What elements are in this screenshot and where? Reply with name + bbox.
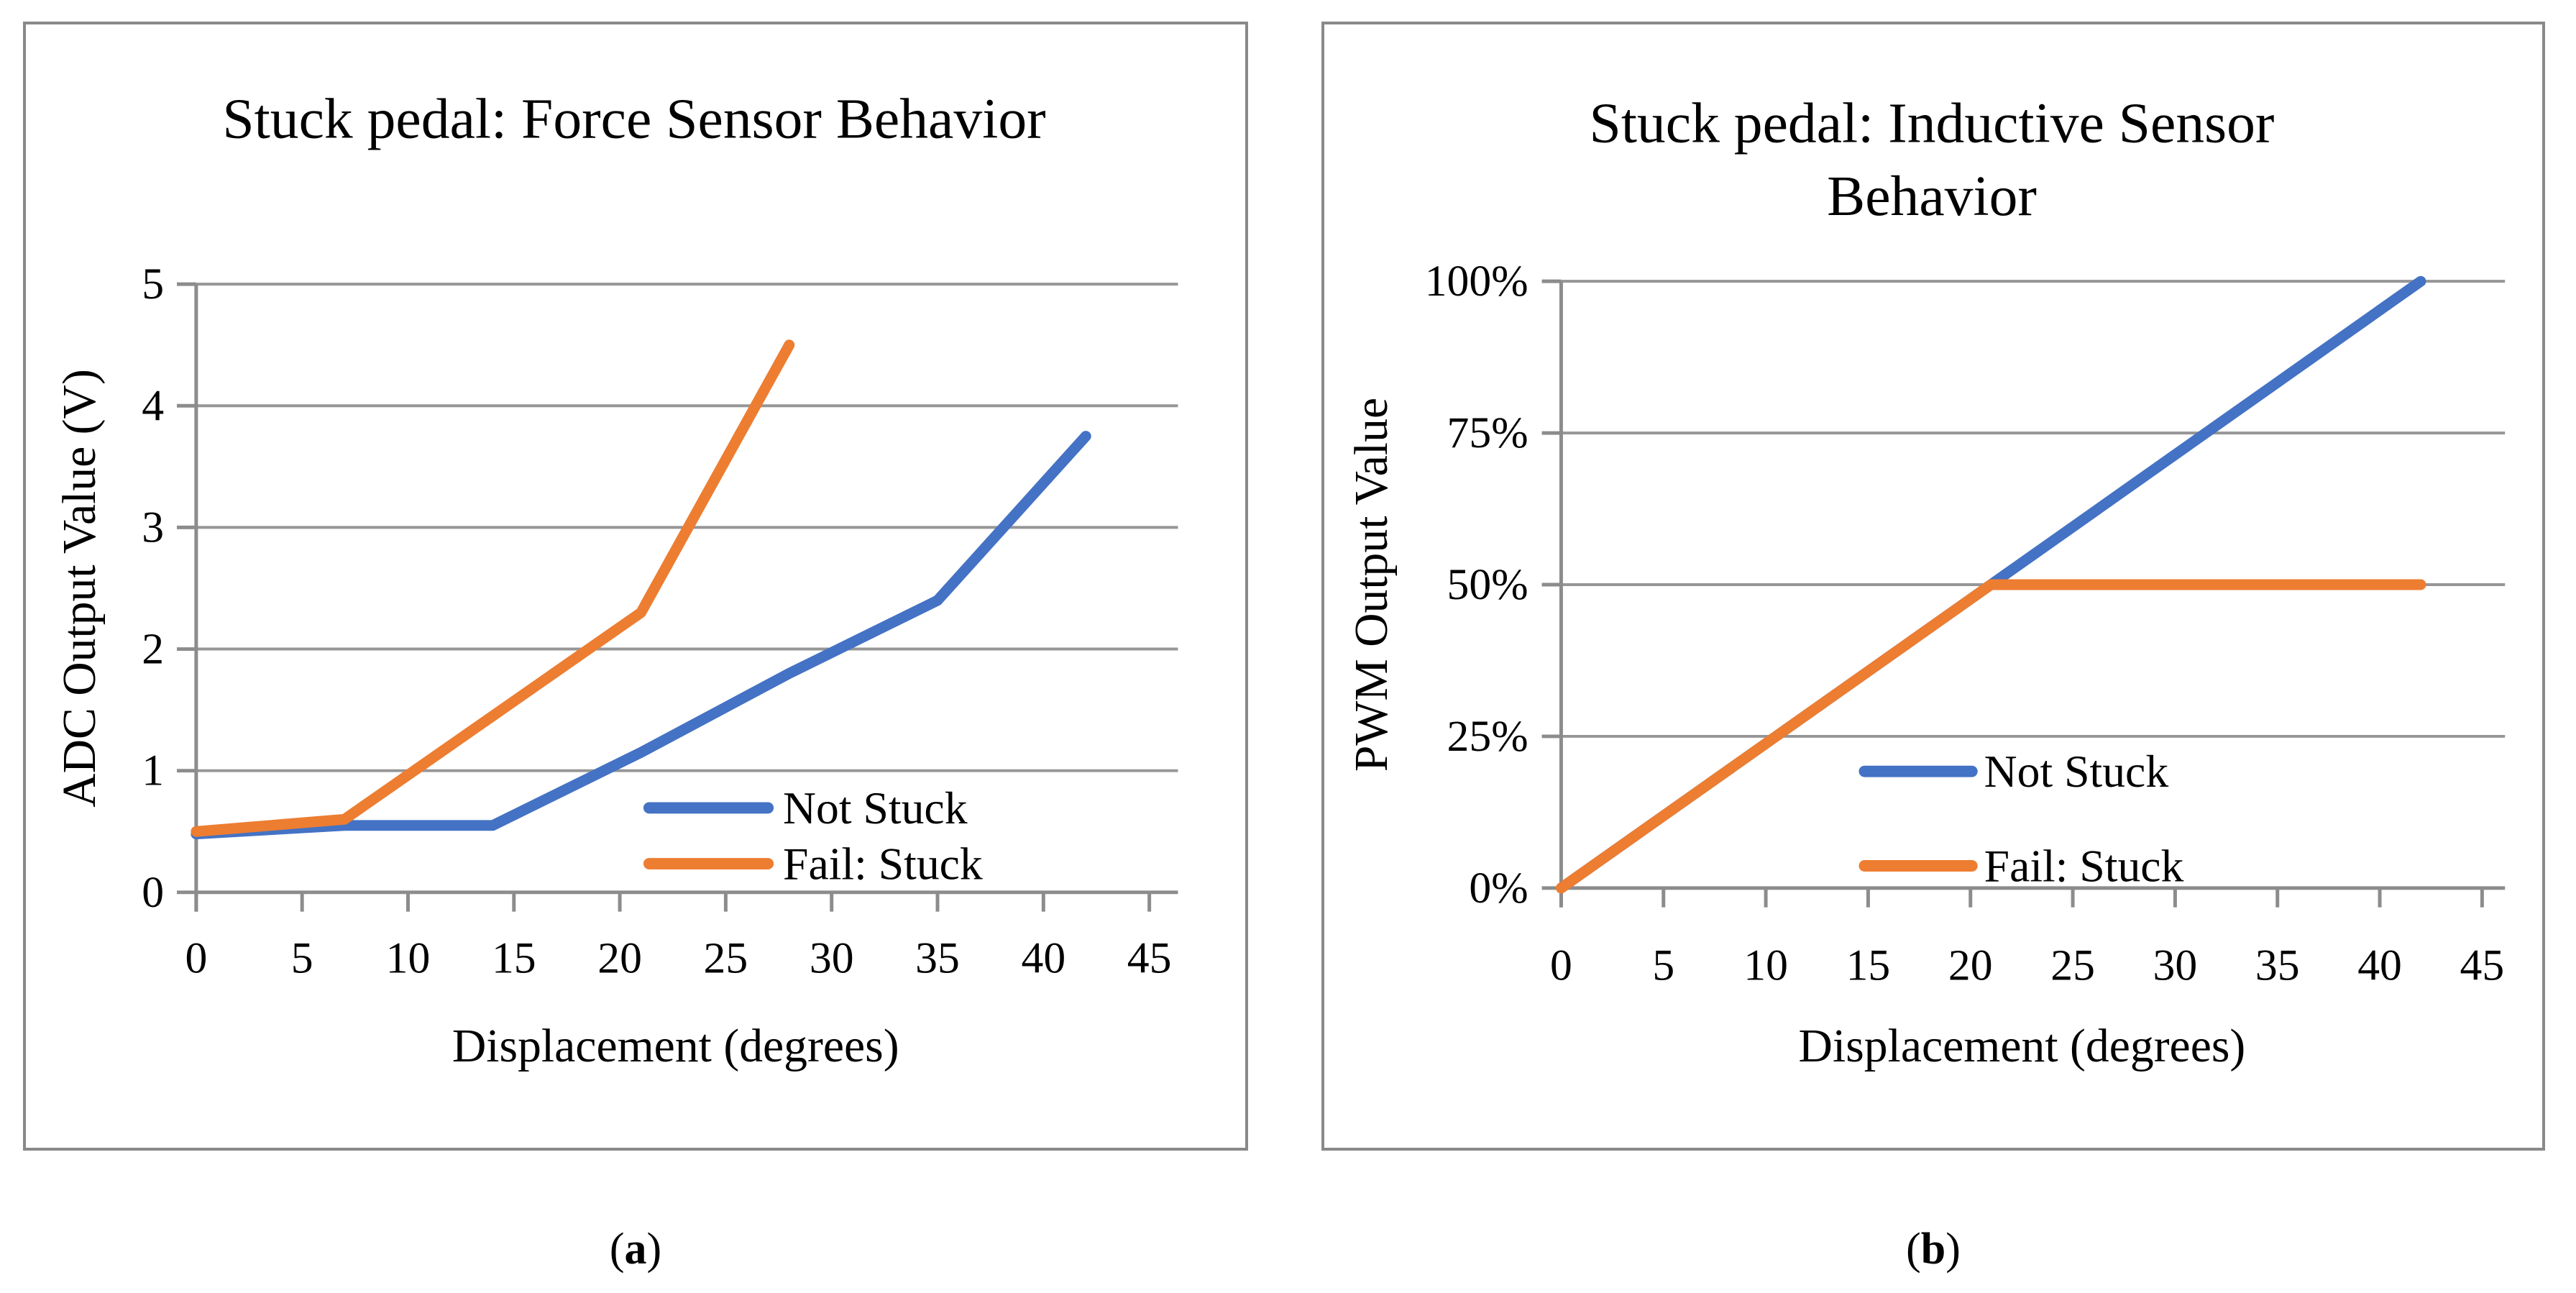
chart-title: Stuck pedal: Inductive Sensor: [1590, 91, 2275, 155]
caption-a: (a): [23, 1217, 1248, 1281]
y-tick-label: 100%: [1425, 257, 1528, 306]
chart-panel-a: 0 1 2 3 4 5 0 5 10 15 20 25 30 35 40 45 Not Stuck Fail: S…: [23, 22, 1248, 1151]
y-tick-label: 75%: [1447, 408, 1528, 457]
chart-title: Behavior: [1827, 165, 2037, 228]
x-tick-label: 10: [1743, 941, 1788, 990]
series-line-fail-stuck: [191, 339, 795, 837]
x-tick-label: 25: [2050, 941, 2095, 990]
x-tick-label: 5: [1652, 941, 1674, 990]
x-tick-label: 10: [386, 933, 431, 982]
x-tick-label: 15: [1846, 941, 1891, 990]
y-tick-label: 2: [142, 625, 164, 674]
series-line-not-stuck: [191, 431, 1091, 840]
caption-a-open-paren: (: [609, 1225, 625, 1274]
x-tick-label: 30: [810, 933, 854, 982]
caption-b-letter: b: [1920, 1225, 1946, 1274]
x-tick-label: 45: [2460, 941, 2505, 990]
x-tick-label: 25: [704, 933, 748, 982]
y-tick-label: 3: [142, 503, 164, 552]
x-axis-title: Displacement (degrees): [1799, 1020, 2246, 1072]
x-tick-label: 30: [2153, 941, 2198, 990]
chart-title: Stuck pedal: Force Sensor Behavior: [222, 87, 1045, 150]
caption-b-close-paren: ): [1945, 1225, 1961, 1274]
y-tick-label: 25%: [1447, 712, 1528, 761]
y-axis-title: PWM Output Value: [1345, 398, 1398, 772]
x-tick-label: 0: [185, 933, 207, 982]
x-tick-label: 40: [2357, 941, 2402, 990]
chart-b-svg: 0% 25% 50% 75% 100% 0 5 10 15 20 25 30 35 40 45 Not Stu…: [1345, 91, 2506, 1072]
x-tick-label: 15: [492, 933, 536, 982]
legend-label-fail-stuck: Fail: Stuck: [783, 839, 983, 890]
caption-a-close-paren: ): [646, 1225, 662, 1274]
x-tick-label: 20: [597, 933, 642, 982]
x-tick-label: 0: [1550, 941, 1572, 990]
y-tick-label: 0: [142, 868, 164, 917]
y-tick-label: 50%: [1447, 560, 1528, 609]
legend-label-fail-stuck: Fail: Stuck: [1984, 841, 2184, 892]
x-tick-label: 5: [291, 933, 313, 982]
y-tick-label: 4: [142, 381, 164, 430]
x-axis-title: Displacement (degrees): [452, 1020, 899, 1072]
y-tick-label: 5: [142, 260, 164, 309]
legend-label-not-stuck: Not Stuck: [1984, 746, 2169, 797]
x-tick-label: 35: [2255, 941, 2300, 990]
caption-b: (b): [1321, 1217, 2545, 1281]
y-axis-title: ADC Output Value (V): [53, 369, 106, 808]
x-tick-label: 20: [1948, 941, 1993, 990]
series-line-fail-stuck: [1555, 579, 2426, 894]
x-tick-label: 35: [915, 933, 960, 982]
caption-a-letter: a: [624, 1225, 647, 1274]
x-tick-label: 40: [1021, 933, 1065, 982]
y-tick-label: 1: [142, 746, 164, 795]
legend-label-not-stuck: Not Stuck: [783, 782, 968, 833]
x-tick-label: 45: [1127, 933, 1172, 982]
caption-b-open-paren: (: [1906, 1225, 1921, 1274]
y-tick-label: 0%: [1469, 864, 1528, 913]
chart-panel-b: 0% 25% 50% 75% 100% 0 5 10 15 20 25 30 35 40 45 Not Stu…: [1321, 22, 2545, 1151]
